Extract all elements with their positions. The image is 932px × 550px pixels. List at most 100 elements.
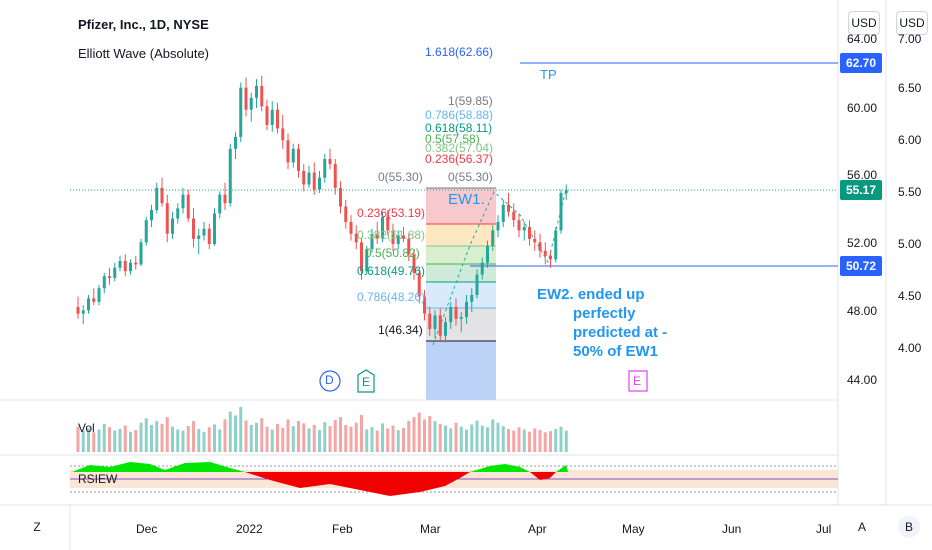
- candle-body: [381, 216, 384, 239]
- zoom-reset-button[interactable]: Z: [33, 520, 41, 534]
- wave-marker-e2: E: [633, 374, 642, 388]
- last-price-tag[interactable]: 55.17: [840, 180, 882, 200]
- candle-body: [438, 315, 442, 336]
- fib-ext-0618-label: 0.618(58.11): [425, 121, 493, 135]
- volume-bar: [465, 429, 468, 452]
- volume-bar: [543, 432, 547, 452]
- elliott-wave-path: [432, 189, 567, 346]
- candle-body: [92, 298, 96, 302]
- candle-body: [87, 298, 90, 311]
- rsi-label[interactable]: RSIEW: [78, 472, 118, 486]
- volume-bar: [134, 430, 138, 452]
- candle-body: [139, 242, 143, 265]
- volume-bar: [281, 427, 285, 452]
- volume-bar: [302, 423, 306, 452]
- rsi-positive-area: [72, 462, 245, 472]
- candle-body: [218, 194, 222, 214]
- currency-button-left[interactable]: USD: [848, 11, 880, 35]
- volume-bar: [129, 431, 132, 452]
- volume-bar: [139, 422, 143, 452]
- candle-body: [517, 220, 521, 231]
- fib-zone-0618-0786: [426, 282, 496, 308]
- fib-ext-0786-label: 0.786(58.88): [425, 108, 494, 122]
- wave-marker-e-shape: [357, 369, 375, 393]
- volume-bar: [192, 421, 195, 452]
- volume-bar: [433, 421, 437, 452]
- tp-price-tag[interactable]: 62.70: [840, 53, 882, 73]
- currency-button-right[interactable]: USD: [896, 11, 928, 35]
- volume-bar: [349, 426, 353, 452]
- price-tick: 44.00: [847, 373, 878, 387]
- candle-body: [160, 187, 164, 204]
- candle-body: [286, 140, 290, 163]
- symbol-title[interactable]: Pfizer, Inc., 1D, NYSE: [78, 17, 209, 32]
- candle-body: [423, 296, 426, 314]
- volume-bar: [207, 427, 211, 452]
- volume-bar: [475, 420, 479, 452]
- volume-bar: [528, 431, 531, 452]
- candle-body: [129, 262, 132, 272]
- rsi-negative-area-2: [530, 472, 556, 480]
- auto-scale-button[interactable]: A: [857, 520, 866, 534]
- volume-bar: [92, 432, 96, 452]
- candle-body: [444, 322, 447, 336]
- volume-series: [76, 407, 568, 452]
- volume-bar: [202, 431, 206, 452]
- volume-bar: [176, 429, 180, 452]
- volume-bar: [501, 426, 505, 452]
- candle-body: [270, 109, 274, 125]
- volume-bar: [533, 428, 537, 452]
- candle-body: [433, 315, 437, 329]
- time-label: Jun: [722, 522, 742, 536]
- time-label: 2022: [236, 522, 263, 536]
- candle-body: [454, 306, 458, 319]
- volume-bar: [391, 425, 395, 452]
- candle-body: [559, 193, 563, 231]
- volume-bar: [444, 425, 447, 452]
- candle-body: [470, 295, 474, 302]
- volume-bar: [396, 430, 400, 452]
- fib-zone-05-0618: [426, 264, 496, 282]
- wave-marker-e: E: [362, 375, 371, 389]
- candle-body: [549, 255, 552, 260]
- time-label: Apr: [528, 522, 547, 536]
- ew2-low-price-tag[interactable]: 50.72: [840, 256, 882, 276]
- fib-ext-1-label: 1(59.85): [448, 94, 493, 108]
- rsi-pane: [70, 462, 838, 496]
- fib-zone-0382-05: [426, 246, 496, 264]
- candle-body: [370, 233, 374, 250]
- tp-label: TP: [540, 67, 557, 82]
- volume-bar: [213, 424, 216, 452]
- candle-body: [512, 211, 516, 221]
- fib-ret-0382-label: 0.382(51.88): [357, 228, 426, 242]
- volume-bar: [155, 421, 159, 452]
- candlestick-series: [76, 75, 568, 343]
- candle-body: [412, 254, 416, 273]
- volume-bar: [276, 423, 279, 452]
- wave-marker-d-circle: [319, 370, 341, 392]
- volume-label[interactable]: Vol: [78, 421, 95, 435]
- volume-bar: [102, 423, 106, 452]
- volume-bar: [486, 427, 489, 452]
- volume-bar: [218, 429, 222, 452]
- volume-bar: [549, 431, 552, 452]
- secondary-tick: 4.00: [898, 341, 922, 355]
- candle-body: [339, 187, 342, 207]
- volume-bar: [171, 426, 174, 452]
- candle-body: [181, 194, 185, 209]
- candle-body: [281, 128, 285, 141]
- candle-body: [402, 235, 405, 239]
- candle-body: [538, 242, 542, 251]
- b-mode-button[interactable]: B: [898, 516, 920, 538]
- time-label: Jul: [816, 522, 832, 536]
- candle-body: [349, 221, 353, 234]
- candle-body: [81, 310, 85, 314]
- study-title[interactable]: Elliott Wave (Absolute): [78, 46, 210, 61]
- candle-body: [223, 194, 227, 204]
- volume-bar: [344, 425, 348, 452]
- candle-body: [97, 288, 101, 302]
- candle-body: [302, 170, 306, 185]
- candle-body: [459, 317, 463, 319]
- candle-body: [291, 148, 295, 163]
